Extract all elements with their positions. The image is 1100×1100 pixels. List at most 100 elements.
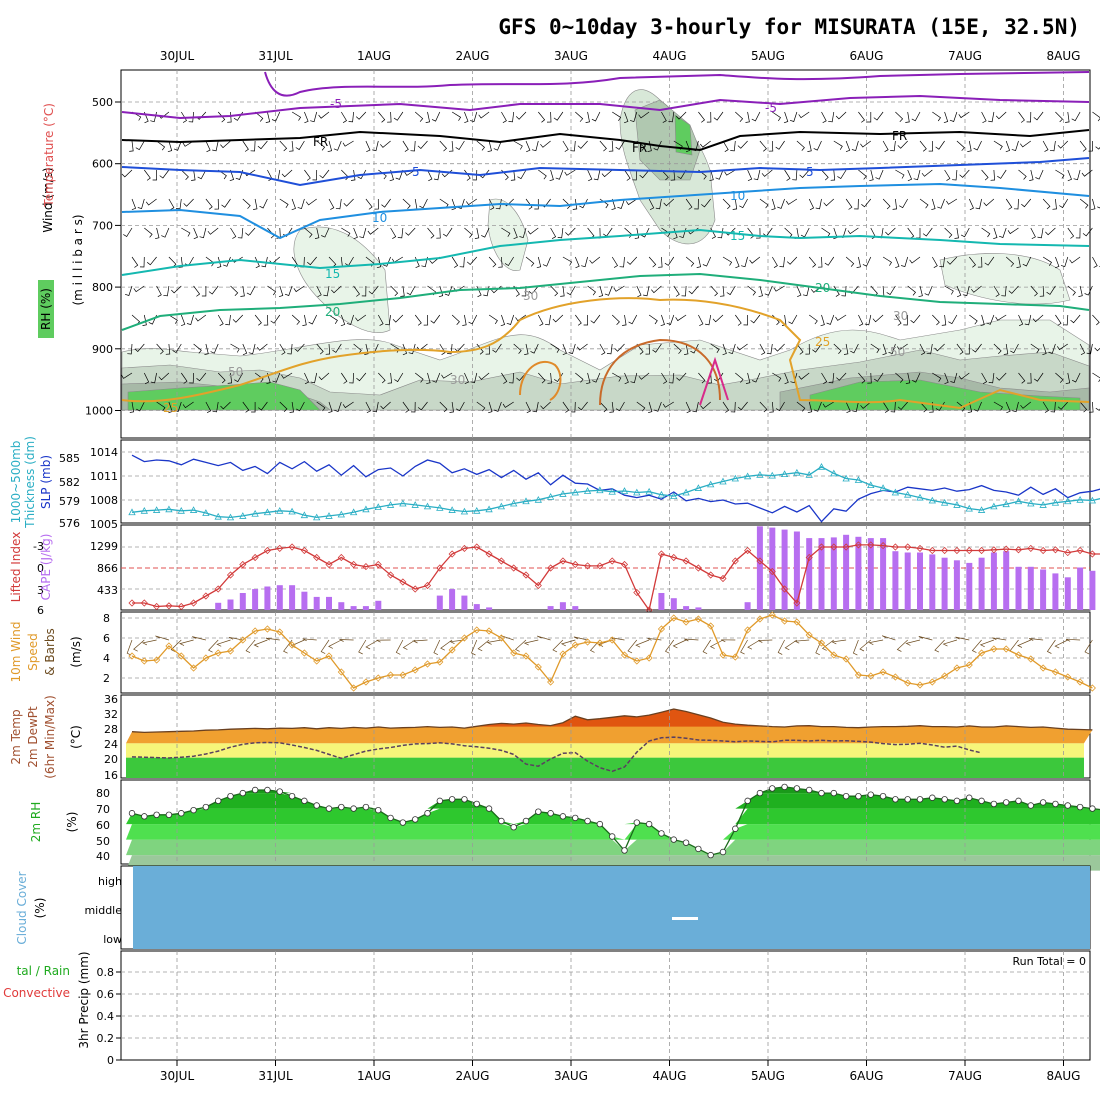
rh-shading-30 [939, 253, 1071, 305]
wind-barb [812, 343, 822, 353]
wind-barb [355, 111, 367, 120]
wind-barb [488, 198, 495, 211]
wind-barb [802, 285, 810, 297]
cape-bar [966, 562, 973, 610]
wind-speed-marker [300, 649, 308, 657]
wind-barb [807, 401, 813, 414]
thickness-marker [608, 487, 616, 495]
temp2m-label-b: 2m DewPt [26, 706, 40, 768]
wind-barb [676, 372, 687, 381]
wind-barb [296, 401, 305, 412]
wind-barb [995, 314, 1007, 321]
wind-barb [312, 169, 318, 181]
wind-barb [604, 285, 613, 296]
wind-barb [639, 169, 650, 179]
wind-barb [501, 111, 507, 124]
wind-barb [789, 111, 798, 122]
isotherm-5 [121, 157, 1090, 187]
wind-barb [495, 198, 502, 210]
wind-barb [577, 140, 588, 149]
isotherm-label-minus5-a: -5 [330, 97, 342, 111]
rh2m-marker [892, 796, 899, 803]
wind-barb [552, 314, 564, 323]
thickness-marker [522, 497, 530, 505]
wind-barb [712, 314, 724, 323]
cape-bar [867, 538, 874, 610]
wind-speed-marker [657, 625, 666, 633]
cape-bar [683, 606, 690, 610]
lifted-label: Lifted Index [9, 532, 23, 603]
wind-barb [501, 372, 508, 384]
wind-barb [304, 111, 309, 124]
wind-barb [626, 256, 638, 265]
wind-barb [664, 256, 675, 266]
cape-bar [1089, 570, 1096, 610]
wind-barb [331, 285, 342, 294]
wind-barb [796, 140, 805, 151]
wind10m-speed-and-barbs [126, 611, 1096, 692]
wind-barb [246, 285, 256, 296]
rh-label-50-b: 50 [890, 345, 905, 359]
thickness-marker [1051, 498, 1060, 506]
wind-barb [661, 169, 669, 181]
wind-barb [612, 372, 622, 382]
thickness-line [131, 466, 1100, 519]
wind-barb [910, 314, 921, 324]
wind-barb [1065, 372, 1071, 384]
wind-barb [182, 140, 194, 147]
surface-wind-barb [589, 639, 601, 653]
wind-barb [995, 111, 1007, 120]
wind-speed-marker [534, 663, 542, 671]
wind-barb [433, 169, 441, 181]
cape-bar [461, 595, 468, 610]
thickness-marker [460, 507, 469, 515]
lifted-index-marker [596, 562, 604, 570]
lifted-index-marker [189, 599, 198, 607]
wind-barb [759, 140, 767, 152]
wind-speed-marker [411, 666, 419, 674]
wind-barb [365, 140, 371, 153]
isotherm-label-5-b: 5 [806, 165, 814, 179]
wind-barb [895, 256, 900, 269]
wind-barb [901, 256, 909, 268]
lifted-index-marker [731, 557, 739, 565]
thickness-marker [436, 504, 444, 511]
wind-barb [250, 140, 256, 152]
wind-barb [960, 227, 970, 238]
wind-barb [845, 140, 851, 153]
cape-bar [350, 606, 357, 610]
wind-speed-marker [140, 657, 148, 665]
wind-barb [882, 140, 889, 153]
wind-barb [402, 198, 411, 209]
rh2m-marker [596, 820, 604, 828]
isotherm-30 [519, 360, 562, 401]
wind-barb [513, 140, 523, 150]
wind-barb [208, 285, 219, 295]
wind-barb [758, 285, 763, 298]
rh2m-marker [621, 847, 628, 854]
cape-bar [695, 607, 702, 610]
wind-barb [217, 372, 226, 384]
thickness-marker [399, 499, 407, 507]
wind-barb [377, 314, 384, 326]
wind-barb [826, 314, 835, 325]
wind-barb [1089, 401, 1094, 413]
wind-barb [513, 227, 518, 240]
cape-bar [338, 602, 345, 610]
wind-barb [316, 285, 322, 298]
wind-barb [1055, 169, 1065, 179]
wind-barb [1075, 227, 1081, 239]
wind-barb [919, 343, 926, 356]
lifted-index-marker [1088, 550, 1096, 558]
wind-barb [297, 198, 305, 210]
lifted-index-marker [1002, 545, 1010, 553]
wind-barb [984, 256, 995, 266]
wind-barb [304, 372, 310, 385]
slp-line [131, 454, 1100, 523]
rh2m-marker [1015, 797, 1022, 805]
wind-barb [965, 344, 970, 355]
wind-barb [828, 372, 835, 384]
lifted-index-marker [756, 557, 764, 565]
precip-tick-label: 0.6 [97, 988, 115, 1001]
wind-barb [808, 256, 817, 268]
